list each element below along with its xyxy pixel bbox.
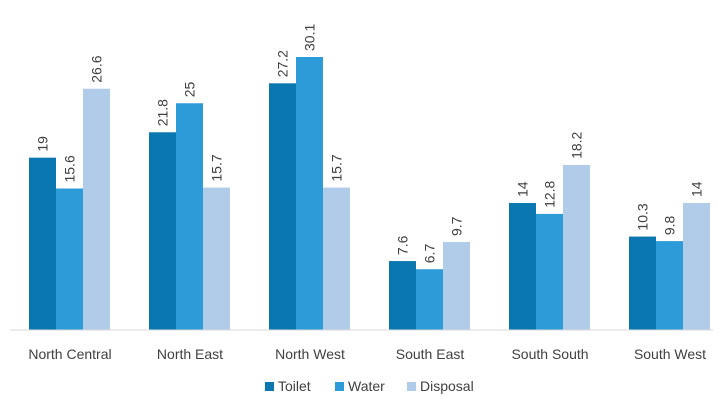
data-label-toilet-south-west: 10.3	[635, 203, 651, 230]
bar-water-north-west	[296, 57, 323, 330]
x-tick-label-north-west: North West	[275, 346, 345, 362]
legend-swatch-disposal	[407, 382, 416, 391]
bar-water-north-central	[56, 188, 83, 330]
bar-disposal-north-central	[83, 88, 110, 330]
legend-swatch-toilet	[265, 382, 274, 391]
bar-water-south-south	[536, 213, 563, 330]
x-tick-labels: North Central North East North West South E…	[28, 346, 706, 362]
data-label-toilet-north-east: 21.8	[155, 99, 171, 126]
x-tick-label-south-west: South West	[634, 346, 706, 362]
x-tick-label-south-south: South South	[511, 346, 588, 362]
bar-toilet-north-central	[29, 157, 56, 330]
bar-disposal-south-south	[563, 164, 590, 330]
legend: Toilet Water Disposal	[265, 378, 474, 394]
data-label-disposal-north-west: 15.7	[329, 154, 345, 181]
bar-disposal-north-west	[323, 187, 350, 330]
bar-toilet-south-east	[389, 261, 416, 330]
data-label-water-south-south: 12.8	[542, 180, 558, 207]
bar-disposal-south-west	[683, 203, 710, 330]
bar-disposal-south-east	[443, 242, 470, 330]
legend-swatch-water	[335, 382, 344, 391]
data-label-toilet-south-east: 7.6	[395, 235, 411, 255]
bars-layer	[29, 57, 710, 330]
legend-label-toilet: Toilet	[278, 378, 311, 394]
bar-disposal-north-east	[203, 187, 230, 330]
x-tick-label-north-east: North East	[157, 346, 223, 362]
data-label-toilet-north-west: 27.2	[275, 50, 291, 77]
data-label-disposal-south-west: 14	[689, 181, 705, 197]
x-tick-label-north-central: North Central	[28, 346, 111, 362]
bar-toilet-south-south	[509, 203, 536, 330]
data-label-toilet-south-south: 14	[515, 181, 531, 197]
bar-water-south-west	[656, 241, 683, 330]
legend-label-disposal: Disposal	[420, 378, 474, 394]
data-label-water-south-east: 6.7	[422, 244, 438, 264]
data-label-water-north-central: 15.6	[62, 155, 78, 182]
x-tick-label-south-east: South East	[396, 346, 465, 362]
data-labels-layer: 19 15.6 26.6 21.8 25 15.7 27.2 30.1 15.7 7.6 6.7 9.…	[35, 24, 705, 264]
data-label-toilet-north-central: 19	[35, 136, 51, 152]
bar-water-south-east	[416, 269, 443, 330]
data-label-water-south-west: 9.8	[662, 215, 678, 235]
data-label-disposal-south-south: 18.2	[569, 131, 585, 158]
legend-label-water: Water	[348, 378, 385, 394]
data-label-water-north-east: 25	[182, 81, 198, 97]
bar-toilet-south-west	[629, 236, 656, 330]
bar-toilet-north-west	[269, 83, 296, 330]
data-label-disposal-north-central: 26.6	[89, 55, 105, 82]
bar-water-north-east	[176, 103, 203, 330]
data-label-disposal-north-east: 15.7	[209, 154, 225, 181]
data-label-water-north-west: 30.1	[302, 24, 318, 51]
data-label-disposal-south-east: 9.7	[449, 216, 465, 236]
bar-toilet-north-east	[149, 132, 176, 330]
